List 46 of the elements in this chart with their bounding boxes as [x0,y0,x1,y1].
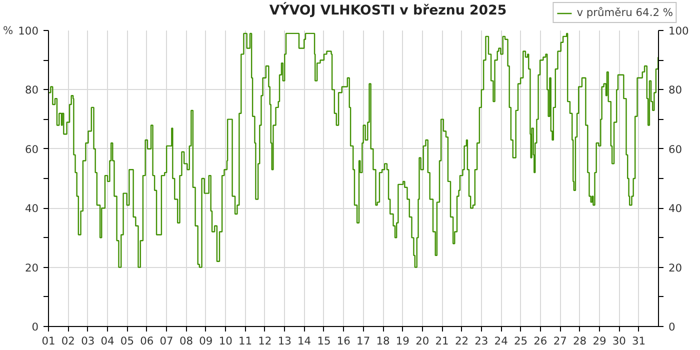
x-tick-label: 11 [238,334,252,348]
y2-tick-label: 20 [668,261,682,274]
x-tick-label: 08 [179,334,194,348]
x-tick-label: 27 [553,334,567,348]
x-tick-label: 01 [42,334,56,348]
x-tick-label: 19 [396,334,410,348]
x-tick-label: 12 [258,334,272,348]
x-tick-label: 24 [494,334,508,348]
x-tick-label: 06 [140,334,154,348]
y-tick-label: 100 [18,24,39,38]
legend-label: v průměru 64.2 % [576,6,673,19]
y-tick-label: 0 [32,320,39,334]
x-tick-label: 09 [199,334,213,348]
x-tick-label: 23 [474,334,488,348]
x-tick-label: 13 [278,334,292,348]
y2-tick-label: 40 [668,202,682,216]
chart-title: VÝVOJ VLHKOSTI v březnu 2025 [269,2,507,18]
y2-tick-label: 0 [668,320,676,334]
x-tick-label: 28 [573,334,587,348]
y-axis-title: % [3,24,14,37]
x-tick-label: 29 [592,334,606,348]
y-tick-label: 20 [24,261,39,274]
x-tick-label: 07 [160,334,174,348]
x-tick-label: 31 [632,334,646,348]
x-tick-label: 21 [435,334,449,348]
x-tick-label: 14 [298,334,312,348]
x-tick-label: 15 [317,334,331,348]
x-tick-label: 18 [376,334,390,348]
y-tick-label: 60 [24,142,39,156]
x-tick-label: 05 [120,334,134,348]
x-tick-label: 10 [218,334,233,348]
x-tick-label: 30 [612,334,626,348]
y-tick-label: 80 [24,84,39,97]
x-tick-label: 02 [61,334,75,348]
y2-tick-label: 100 [668,24,690,38]
x-tick-label: 26 [534,334,548,348]
x-tick-label: 04 [100,334,115,348]
x-tick-label: 20 [416,334,430,348]
y2-tick-label: 80 [668,84,682,97]
x-tick-label: 16 [336,334,351,348]
x-tick-label: 03 [81,334,95,348]
x-tick-label: 25 [514,334,528,348]
x-tick-label: 22 [454,334,469,348]
y2-tick-label: 60 [668,142,682,156]
y-tick-label: 40 [24,202,39,216]
x-tick-label: 17 [356,334,370,348]
